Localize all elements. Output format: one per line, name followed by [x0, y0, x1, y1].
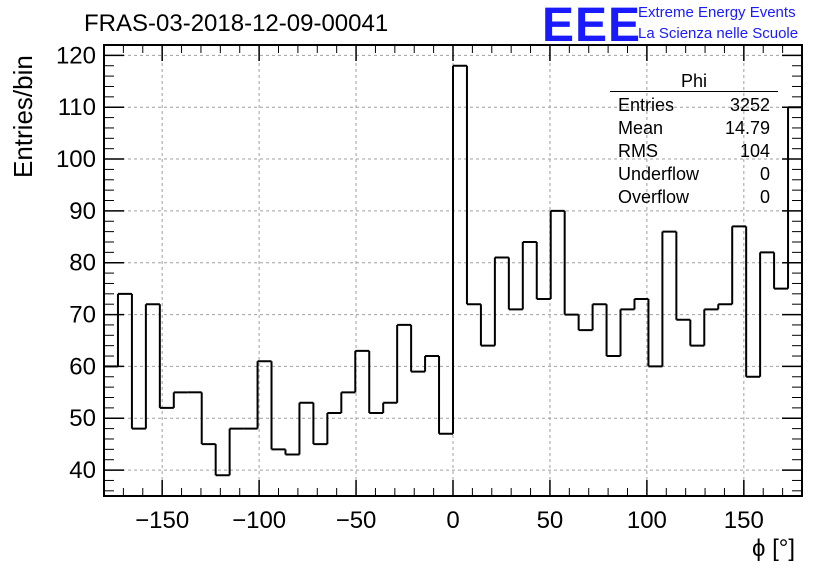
histogram-bin — [270, 361, 286, 451]
histogram-bin — [535, 241, 551, 301]
stats-value: 104 — [739, 141, 770, 161]
histogram-bin — [745, 226, 761, 378]
histogram-bin — [605, 304, 621, 358]
histogram-bin — [382, 401, 398, 414]
histogram-bin — [703, 308, 719, 346]
histogram-bin — [144, 303, 160, 429]
histogram-bin — [759, 251, 775, 377]
y-tick-label: 50 — [69, 405, 96, 432]
stats-label: Entries — [618, 95, 675, 115]
stats-value: 0 — [759, 187, 770, 207]
histogram-bin — [689, 319, 705, 347]
histogram-bin — [633, 298, 649, 310]
histogram-bin — [521, 240, 537, 310]
histogram-bin — [410, 324, 426, 373]
stats-value: 0 — [759, 164, 770, 184]
histogram-bin — [284, 449, 300, 456]
histogram-bin — [563, 210, 579, 316]
chart-title: FRAS-03-2018-12-09-00041 — [84, 10, 389, 37]
x-tick-label: −100 — [232, 507, 286, 534]
histogram-bin — [368, 350, 384, 415]
stats-value: 14.79 — [724, 118, 770, 138]
histogram-bin — [479, 304, 495, 347]
stats-box-title: Phi — [680, 71, 707, 91]
histogram-bin — [591, 303, 607, 331]
histogram-bin — [438, 356, 453, 435]
x-axis-label: ϕ [°] — [752, 535, 796, 562]
x-tick-label: 50 — [537, 507, 564, 534]
histogram-bin — [787, 106, 802, 289]
stats-row-mean: Mean 14.79 — [610, 117, 778, 140]
y-axis-label: Entries/bin — [8, 55, 38, 178]
histogram-bin — [647, 299, 663, 368]
y-tick-label: 80 — [69, 250, 96, 277]
x-tick-label: 150 — [724, 507, 764, 534]
y-tick-label: 110 — [58, 94, 96, 121]
histogram-bin — [256, 360, 272, 429]
stats-label: Mean — [618, 118, 664, 138]
y-tick-label: 60 — [69, 353, 96, 380]
histogram-bin — [354, 349, 370, 393]
stats-row-overflow: Overflow 0 — [610, 186, 778, 209]
stats-row-entries: Entries 3252 — [610, 94, 778, 117]
histogram-bin — [493, 256, 509, 346]
histogram-bin — [452, 64, 467, 434]
tick-labels-layer: −150 −100 −50 0 50 100 150 40 50 60 70 80 90 100 110 12… — [56, 42, 764, 534]
histogram-bin — [619, 308, 635, 357]
x-tick-label: −50 — [336, 507, 377, 534]
stats-value: 3252 — [729, 95, 770, 115]
branding-line-1: Extreme Energy Events — [638, 4, 796, 21]
histogram-bin — [465, 65, 481, 306]
stats-box-divider — [610, 91, 778, 92]
histogram-bin — [172, 391, 188, 408]
histogram-bin — [116, 292, 132, 367]
histogram-bin — [298, 401, 314, 455]
histogram-bin — [340, 391, 356, 414]
stats-label: RMS — [618, 141, 658, 161]
histogram-bin — [717, 303, 733, 310]
histogram-bin — [312, 402, 328, 446]
stats-label: Overflow — [618, 187, 690, 207]
ticks-layer — [103, 44, 803, 496]
eee-logo: EEE — [542, 0, 642, 52]
y-tick-label: 120 — [56, 42, 96, 69]
histogram-bin — [130, 293, 146, 430]
histogram-layer — [104, 64, 802, 477]
y-tick-label: 70 — [69, 302, 96, 329]
stats-row-rms: RMS 104 — [610, 140, 778, 163]
y-tick-label: 40 — [69, 457, 96, 484]
histogram-bin — [326, 412, 342, 445]
y-tick-label: 100 — [56, 146, 96, 173]
histogram-bin — [396, 323, 412, 403]
histogram-bin — [773, 252, 789, 290]
stats-row-underflow: Underflow 0 — [610, 163, 778, 186]
x-tick-label: 100 — [627, 507, 667, 534]
histogram-bin — [731, 225, 747, 305]
histogram-bin — [577, 314, 593, 332]
y-tick-label: 90 — [69, 198, 96, 225]
histogram-bin — [200, 392, 216, 446]
stats-box: Phi Entries 3252 Mean 14.79 RMS 104 Underfl… — [610, 72, 778, 209]
histogram-bin — [214, 444, 230, 477]
stats-label: Underflow — [618, 164, 700, 184]
histogram-bin — [675, 231, 691, 321]
x-tick-label: −150 — [135, 507, 189, 534]
histogram-bin — [228, 427, 244, 476]
x-tick-label: 0 — [446, 507, 459, 534]
histogram-bin — [507, 257, 523, 311]
histogram-bin — [424, 355, 440, 372]
branding-line-2: La Scienza nelle Scuole — [638, 25, 799, 42]
histogram-bin — [549, 209, 565, 300]
histogram-bin — [158, 304, 174, 409]
histogram-bin — [661, 230, 677, 367]
